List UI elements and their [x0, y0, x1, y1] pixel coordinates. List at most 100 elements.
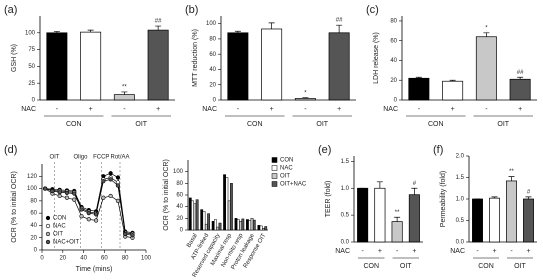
error-bar [87, 29, 94, 33]
bar [191, 200, 194, 231]
y-tick-label: 100 [173, 169, 184, 175]
y-axis-label: TEER (fold) [325, 181, 332, 218]
data-point [123, 231, 128, 237]
bar [202, 211, 206, 231]
bar [262, 228, 265, 231]
legend-label: OIT [280, 174, 290, 180]
x-tick-label: 60 [101, 256, 108, 262]
y-tick-label: 20 [30, 235, 37, 241]
x-tick-label: - [510, 248, 513, 255]
panel-label: (e) [318, 144, 331, 156]
y-axis-label: OCR (% to initial OCR) [163, 159, 170, 231]
y-tick-label: 1.0 [341, 186, 350, 192]
y-tick-label: 60 [390, 38, 397, 44]
data-point [72, 197, 77, 202]
panel-label: (b) [185, 4, 198, 16]
injection-label: Oligo [73, 155, 88, 161]
bar [200, 209, 204, 231]
y-tick-label: 40 [30, 223, 37, 229]
bar [241, 218, 245, 231]
x-tick-label: 0 [40, 256, 44, 262]
legend-label: NAC [280, 166, 293, 172]
panel-label: (a) [4, 4, 17, 16]
bar [257, 225, 261, 231]
y-tick-label: 100 [27, 186, 38, 192]
data-point [115, 175, 121, 180]
y-tick-label: 25 [28, 81, 35, 87]
y-axis-label: OCR (% to initial OCR) [11, 171, 18, 243]
bar [357, 187, 369, 243]
data-point [72, 191, 77, 196]
group-label: OIT [316, 121, 328, 128]
data-point [93, 212, 99, 217]
error-bar [302, 97, 309, 99]
data-point [43, 186, 48, 191]
group-label: OIT [135, 121, 147, 128]
bar [506, 180, 517, 243]
data-point [115, 198, 121, 203]
y-tick-label: 40 [390, 58, 397, 64]
bar [223, 174, 226, 231]
y-tick-label: 100 [206, 21, 217, 27]
error-bar [517, 76, 524, 80]
error-bar [376, 181, 383, 189]
bar [391, 221, 403, 243]
bar [509, 78, 531, 101]
x-tick-label: 80 [122, 256, 129, 262]
legend-label: NAC [53, 224, 66, 230]
bar [328, 32, 350, 101]
legend-marker [45, 223, 51, 229]
group-label: CON [478, 263, 494, 270]
y-tick-label: 80 [176, 181, 183, 187]
bar [211, 221, 215, 231]
bar [46, 32, 68, 101]
x-axis-label: Time (mins) [76, 266, 113, 273]
legend-swatch [271, 157, 278, 163]
bar [475, 36, 497, 101]
bar [227, 32, 249, 101]
y-tick-label: 20 [176, 216, 183, 222]
legend-marker [45, 215, 51, 221]
bar [80, 31, 102, 101]
x-tick-label: 100 [141, 256, 152, 262]
y-tick-label: 120 [27, 174, 38, 180]
legend-swatch [271, 173, 278, 179]
y-tick-label: 20 [390, 78, 397, 84]
panel-label: (f) [433, 144, 443, 156]
y-tick-label: 60 [30, 211, 37, 217]
bar [225, 177, 229, 231]
y-tick-label: 0 [394, 98, 398, 104]
y-tick-label: 0 [32, 98, 36, 104]
bar [214, 219, 217, 231]
y-axis-label: LDH release (%) [373, 32, 380, 84]
x-tick-label: + [412, 248, 416, 255]
bar [294, 98, 316, 101]
error-bar [491, 196, 498, 199]
x-tick-label: + [270, 106, 274, 113]
panel-label: (d) [4, 144, 17, 156]
error-bar [268, 22, 275, 29]
data-point [79, 214, 84, 219]
legend-label: OIT [53, 232, 63, 238]
y-axis-label: Permeability (fold) [440, 171, 447, 227]
error-bar [121, 91, 128, 95]
error-bar [336, 24, 343, 33]
x-tick-label: - [304, 106, 307, 113]
x-tick-label: + [492, 248, 496, 255]
significance-marker: * [304, 90, 307, 96]
y-tick-label: 2.0 [456, 154, 465, 160]
bar [489, 197, 500, 243]
data-point [115, 183, 121, 188]
bar [264, 226, 268, 231]
significance-marker: ** [395, 210, 400, 216]
y-tick-label: 60 [176, 193, 183, 199]
data-point [50, 188, 55, 194]
bar [408, 77, 430, 101]
bar [246, 219, 249, 231]
row-label: NAC [202, 106, 217, 113]
bar [523, 198, 534, 243]
injection-label: OIT [49, 155, 59, 161]
error-bar [508, 176, 515, 181]
